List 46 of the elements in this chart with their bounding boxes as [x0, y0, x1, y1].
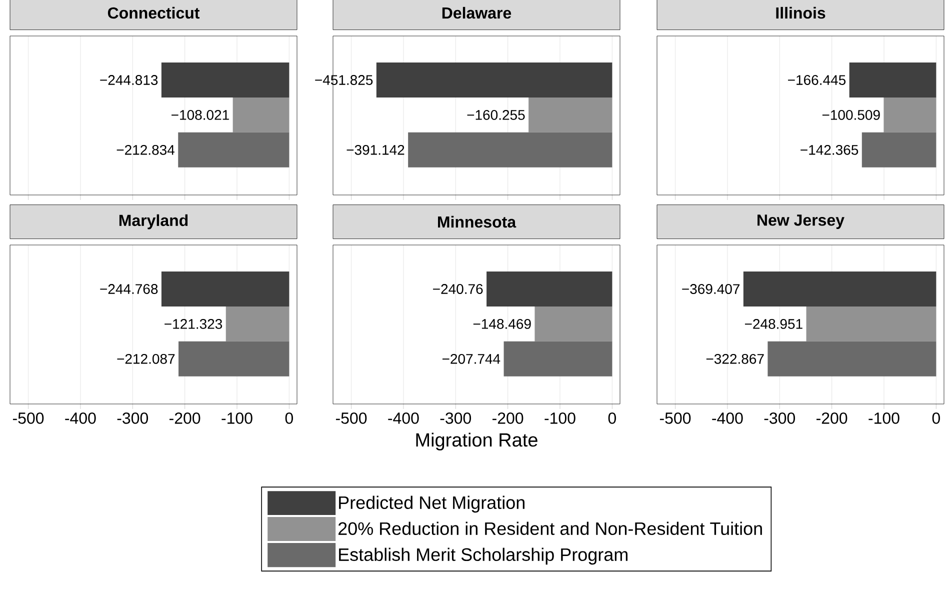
x-tick-label: 0 [932, 412, 940, 424]
x-tick-label: -300 [440, 412, 472, 424]
data-label: −207.744 [442, 354, 500, 364]
legend-label: 20% Reduction in Resident and Non-Resident Tuition [338, 522, 762, 536]
x-tick-label: -500 [336, 412, 367, 424]
data-label: −160.255 [467, 110, 525, 120]
x-tick-label: 0 [608, 412, 616, 424]
data-label: −369.407 [682, 284, 740, 294]
data-label: −322.867 [706, 354, 764, 364]
data-label: −142.365 [800, 144, 858, 155]
data-label: −212.834 [116, 144, 174, 155]
data-label: −166.445 [788, 75, 846, 85]
chart-title: Maryland [119, 214, 188, 230]
x-tick-label: -300 [764, 412, 795, 424]
x-tick-label: -400 [712, 412, 743, 424]
data-label: −391.142 [346, 144, 404, 155]
data-label: −100.509 [822, 110, 880, 120]
x-axis-title: Migration Rate [416, 432, 538, 450]
chart-title: Minnesota [438, 216, 516, 228]
x-tick-label: -100 [868, 412, 900, 424]
chart-title: New Jersey [758, 214, 844, 229]
x-tick-label: -100 [222, 412, 252, 424]
data-label: −108.021 [172, 110, 229, 120]
x-tick-label: 0 [285, 412, 293, 424]
chart-title: Delaware [442, 6, 512, 19]
data-label: −244.768 [100, 284, 158, 294]
x-tick-label: -300 [117, 412, 148, 424]
legend-label: Predicted Net Migration [339, 496, 524, 513]
data-label: −244.813 [100, 75, 158, 85]
chart-title: Connecticut [108, 6, 200, 19]
x-tick-label: -100 [544, 412, 576, 424]
x-tick-label: -400 [65, 412, 96, 424]
data-label: −212.087 [117, 354, 175, 364]
data-label: −451.825 [315, 75, 373, 85]
legend-label: Establish Merit Scholarship Program [339, 548, 628, 565]
x-tick-label: -200 [170, 412, 200, 424]
data-label: −148.469 [473, 318, 531, 329]
x-tick-label: -400 [388, 412, 419, 424]
data-label: −121.323 [164, 318, 222, 329]
data-label: −240.76 [433, 284, 483, 294]
x-tick-label: -500 [12, 412, 44, 424]
x-tick-label: -500 [660, 412, 691, 424]
chart-title: Illinois [776, 6, 826, 19]
data-label: −248.951 [744, 318, 802, 329]
x-tick-label: -200 [492, 412, 524, 424]
x-tick-label: -200 [816, 412, 848, 424]
